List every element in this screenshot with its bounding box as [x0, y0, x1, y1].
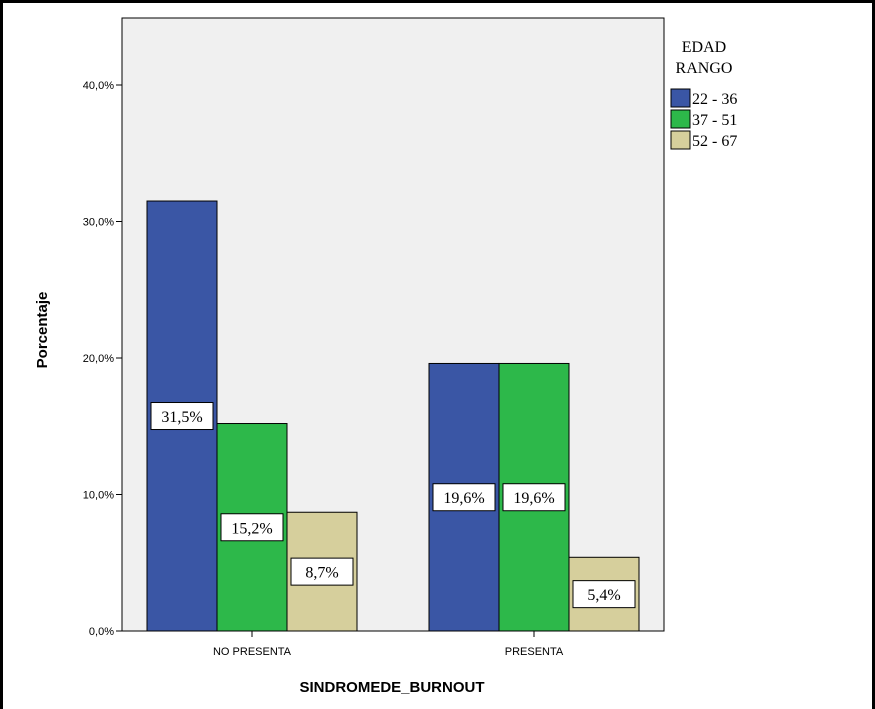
data-label-box: [572, 580, 636, 609]
legend-swatch: [670, 130, 691, 150]
data-label-box: [220, 513, 284, 542]
data-label: 19,6%: [513, 490, 554, 507]
data-label-box: [290, 557, 354, 586]
x-axis-title: SINDROMEDE_BURNOUT: [299, 679, 484, 696]
legend-title-line-2: RANGO: [676, 60, 733, 77]
data-label: 8,7%: [305, 565, 338, 582]
x-tick-label: NO PRESENTA: [213, 646, 292, 658]
x-tick-label: PRESENTA: [505, 646, 564, 658]
data-label-box: [432, 483, 496, 512]
y-tick-label: 20,0%: [83, 353, 114, 365]
data-labels: 31,5% 19,6% 15,2% 19,6% 8,7% 5,4%: [150, 402, 636, 609]
data-label: 31,5%: [161, 409, 202, 426]
legend-swatch: [670, 88, 691, 108]
data-label: 15,2%: [231, 520, 272, 537]
legend-item-label: 37 - 51: [692, 112, 737, 129]
y-tick-label: 0,0%: [89, 626, 114, 638]
x-axis-ticks: NO PRESENTA PRESENTA: [213, 631, 564, 658]
data-label-box: [150, 402, 214, 431]
y-axis-ticks: 0,0% 10,0% 20,0% 30,0% 40,0%: [83, 80, 122, 638]
y-axis-title: Porcentaje: [34, 292, 51, 369]
y-tick-label: 10,0%: [83, 490, 114, 502]
legend-title-line-1: EDAD: [682, 39, 726, 56]
data-label-box: [502, 483, 566, 512]
y-tick-label: 30,0%: [83, 217, 114, 229]
legend-item-label: 52 - 67: [692, 133, 737, 150]
y-tick-label: 40,0%: [83, 80, 114, 92]
data-label: 19,6%: [443, 490, 484, 507]
legend: EDAD RANGO 22 - 36 37 - 51 52 - 67: [670, 39, 737, 150]
legend-swatch: [670, 109, 691, 129]
data-label: 5,4%: [587, 587, 620, 604]
legend-item-label: 22 - 36: [692, 91, 737, 108]
